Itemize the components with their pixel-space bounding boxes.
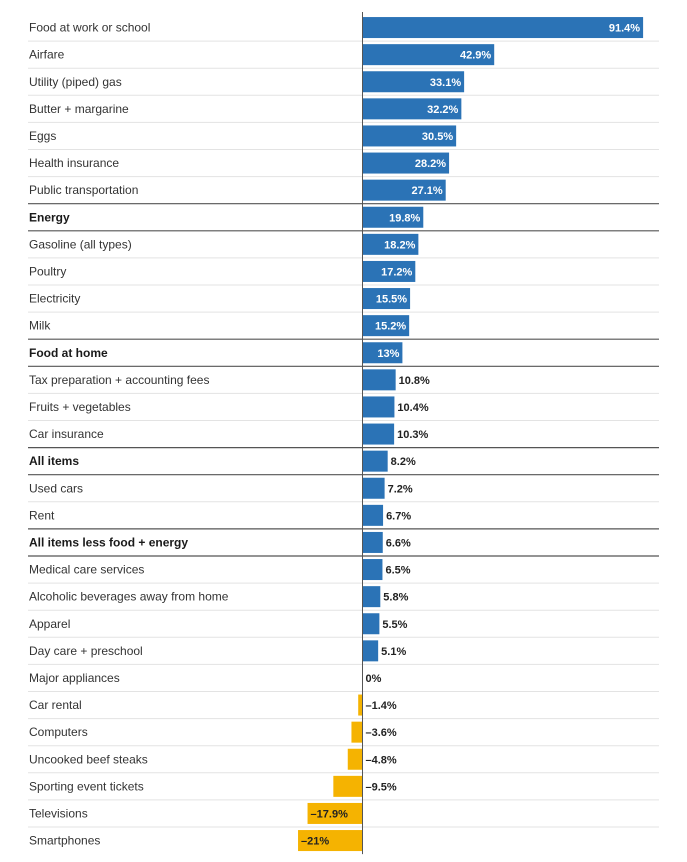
value-label-used-cars: 7.2% [388,483,413,495]
category-label-apparel: Apparel [29,617,70,631]
category-label-poultry: Poultry [29,264,66,278]
bar-uncooked-beef-steaks [347,748,363,770]
bar-medical-care-services [362,559,383,581]
bar-car-insurance [362,423,395,445]
category-label-utility-piped-gas: Utility (piped) gas [29,75,122,89]
bar-computers [351,721,363,743]
bar-utility-piped-gas [362,71,465,93]
category-label-all-items: All items [29,454,79,468]
value-label-public-transportation: 27.1% [411,185,442,197]
value-label-all-items-less-food-energy: 6.6% [386,537,411,549]
bar-airfare [362,44,495,66]
bar-day-care-preschool [362,640,379,662]
category-label-uncooked-beef-steaks: Uncooked beef steaks [29,752,148,766]
bar-food-at-home [362,342,403,364]
category-labels: Food at work or school Airfare Utility (pi… [29,21,229,848]
category-label-milk: Milk [29,319,51,333]
category-label-medical-care-services: Medical care services [29,563,144,577]
value-label-major-appliances: 0% [366,673,382,685]
bars [298,17,644,852]
value-label-energy: 19.8% [389,212,420,224]
bar-electricity [362,288,411,310]
value-label-health-insurance: 28.2% [415,158,446,170]
category-label-all-items-less-food-energy: All items less food + energy [29,535,188,549]
value-label-eggs: 30.5% [422,131,453,143]
category-label-tax-preparation-accounting-fees: Tax preparation + accounting fees [29,373,209,387]
value-label-poultry: 17.2% [381,266,412,278]
value-label-food-at-home: 13% [377,348,399,360]
category-label-car-insurance: Car insurance [29,427,104,441]
category-label-public-transportation: Public transportation [29,183,138,197]
category-label-rent: Rent [29,508,55,522]
value-label-televisions: –17.9% [311,808,349,820]
category-label-smartphones: Smartphones [29,834,100,848]
value-label-alcoholic-beverages-away-from-home: 5.8% [383,592,408,604]
bar-gasoline-all-types [362,233,419,255]
value-label-car-rental: –1.4% [366,700,397,712]
bar-milk [362,315,410,337]
value-label-car-insurance: 10.3% [397,429,428,441]
value-label-rent: 6.7% [386,510,411,522]
bar-televisions [307,802,363,824]
value-label-day-care-preschool: 5.1% [381,646,406,658]
value-label-uncooked-beef-steaks: –4.8% [366,754,397,766]
category-label-televisions: Televisions [29,806,88,820]
bar-energy [362,206,424,228]
bar-food-at-work-or-school [362,17,644,39]
category-label-butter-margarine: Butter + margarine [29,102,129,116]
value-label-medical-care-services: 6.5% [385,565,410,577]
category-label-car-rental: Car rental [29,698,82,712]
bar-fruits-vegetables [362,396,395,418]
value-label-smartphones: –21% [301,836,329,848]
category-label-airfare: Airfare [29,48,65,62]
category-label-sporting-event-tickets: Sporting event tickets [29,779,144,793]
category-label-food-at-home: Food at home [29,346,108,360]
bar-health-insurance [362,152,450,174]
bar-apparel [362,613,380,635]
bar-all-items [362,450,388,472]
category-label-major-appliances: Major appliances [29,671,120,685]
bar-poultry [362,260,416,282]
value-label-fruits-vegetables: 10.4% [397,402,428,414]
value-label-food-at-work-or-school: 91.4% [609,23,640,35]
category-label-used-cars: Used cars [29,481,83,495]
bar-public-transportation [362,179,446,201]
bar-used-cars [362,477,385,499]
category-label-energy: Energy [29,210,70,224]
bar-alcoholic-beverages-away-from-home [362,586,381,608]
value-label-utility-piped-gas: 33.1% [430,77,461,89]
value-label-milk: 15.2% [375,321,406,333]
category-label-day-care-preschool: Day care + preschool [29,644,143,658]
bar-rent [362,504,384,526]
bar-car-rental [358,694,363,716]
row-dividers [28,40,659,828]
value-label-airfare: 42.9% [460,50,491,62]
category-label-gasoline-all-types: Gasoline (all types) [29,237,132,251]
category-label-health-insurance: Health insurance [29,156,119,170]
value-label-gasoline-all-types: 18.2% [384,239,415,251]
bar-sporting-event-tickets [333,775,363,797]
value-label-all-items: 8.2% [391,456,416,468]
bar-tax-preparation-accounting-fees [362,369,396,391]
bar-all-items-less-food-energy [362,531,383,553]
bar-butter-margarine [362,98,462,120]
category-label-food-at-work-or-school: Food at work or school [29,21,150,35]
value-label-butter-margarine: 32.2% [427,104,458,116]
value-labels: 91.4% 42.9% 33.1% 32.2% 30.5% 28.2% 27.1% 19.8%… [301,23,640,848]
value-label-electricity: 15.5% [376,294,407,306]
category-label-electricity: Electricity [29,292,80,306]
category-label-eggs: Eggs [29,129,56,143]
value-label-sporting-event-tickets: –9.5% [366,781,397,793]
value-label-apparel: 5.5% [382,619,407,631]
category-label-computers: Computers [29,725,88,739]
value-label-computers: –3.6% [366,727,397,739]
category-label-alcoholic-beverages-away-from-home: Alcoholic beverages away from home [29,590,229,604]
category-label-fruits-vegetables: Fruits + vegetables [29,400,131,414]
bar-eggs [362,125,457,147]
value-label-tax-preparation-accounting-fees: 10.8% [399,375,430,387]
bar-smartphones [298,830,363,852]
